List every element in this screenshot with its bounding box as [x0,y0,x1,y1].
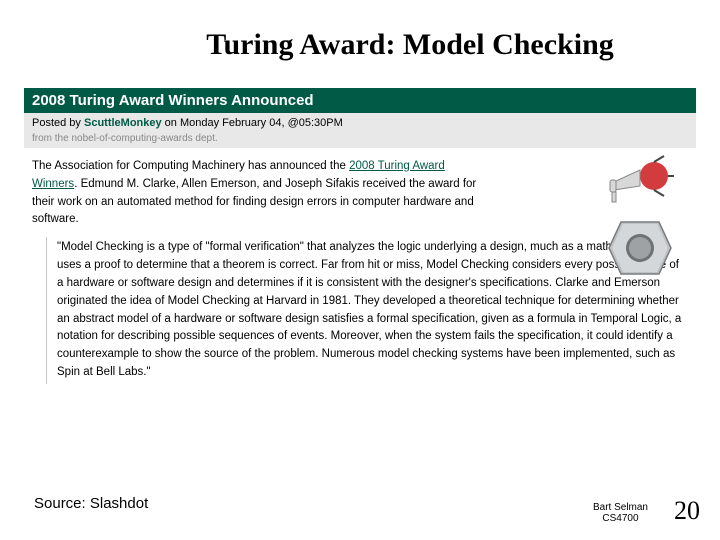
slide-title: Turing Award: Model Checking [140,0,680,70]
byline: Posted by ScuttleMonkey on Monday Februa… [24,113,696,133]
intro-pre: The Association for Computing Machinery … [32,160,349,172]
dept-line: from the nobel-of-computing-awards dept. [24,133,696,148]
page-number: 20 [674,496,700,526]
credit-name: Bart Selman [593,502,648,513]
credit-course: CS4700 [593,513,648,524]
slashdot-screenshot: 2008 Turing Award Winners Announced Post… [24,88,696,384]
intro-post: . Edmund M. Clarke, Allen Emerson, and J… [32,178,476,226]
story-headline: 2008 Turing Award Winners Announced [24,88,696,113]
hex-nut-icon [603,216,677,280]
posted-prefix: Posted by [32,117,84,129]
source-label: Source: Slashdot [34,495,148,512]
footer-credit: Bart Selman CS4700 [593,502,648,524]
author-link[interactable]: ScuttleMonkey [84,117,162,129]
article-body: The Association for Computing Machinery … [24,148,696,384]
topic-icons [596,152,684,280]
megaphone-icon [606,152,674,210]
intro-paragraph: The Association for Computing Machinery … [32,158,492,229]
posted-suffix: on Monday February 04, @05:30PM [162,117,343,129]
story-quote: "Model Checking is a type of "formal ver… [46,237,688,384]
